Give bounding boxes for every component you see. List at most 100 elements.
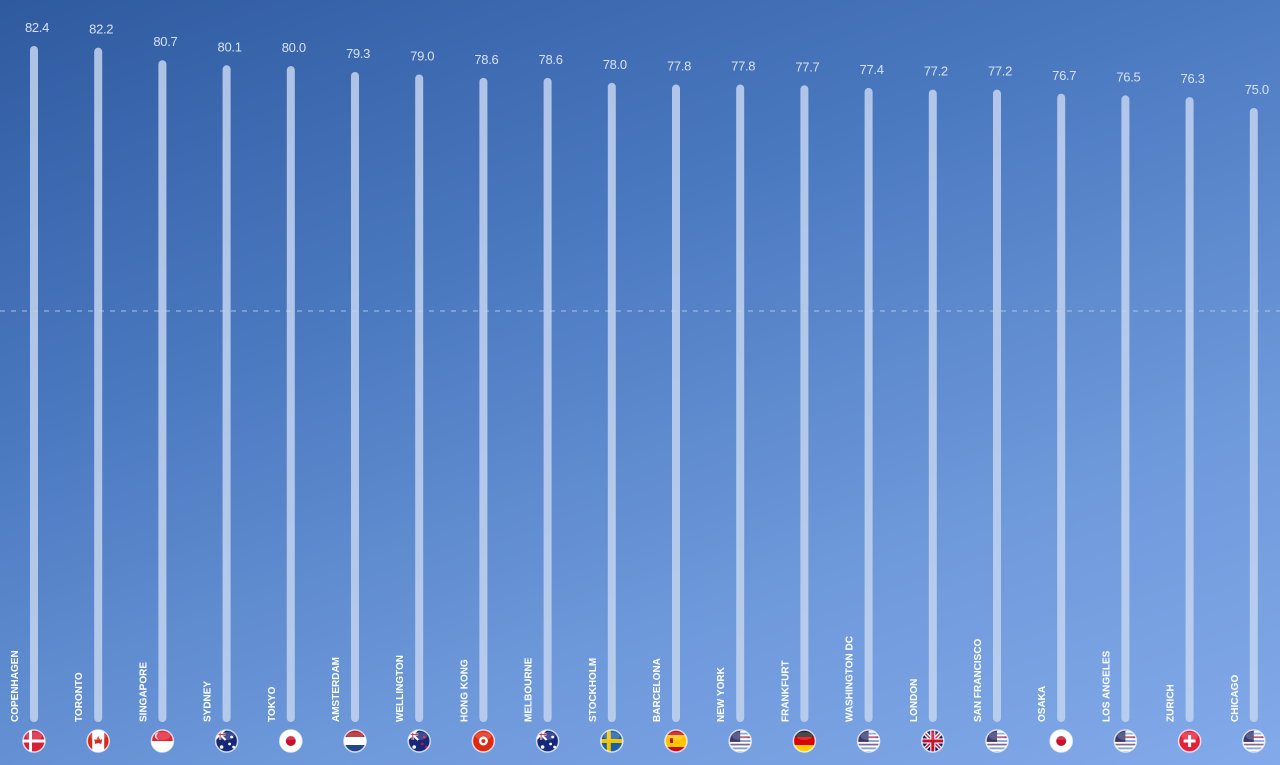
usa-flag-icon — [1113, 729, 1138, 753]
value-label: 77.4 — [860, 62, 884, 77]
value-label: 77.2 — [924, 64, 948, 79]
category-label: TOKYO — [267, 686, 278, 722]
value-label: 77.8 — [731, 59, 755, 74]
bar-group: 76.7 OSAKA — [1037, 68, 1077, 753]
spain-flag-icon — [664, 729, 688, 753]
value-label: 77.7 — [795, 59, 819, 74]
category-label: WELLINGTON — [395, 655, 406, 722]
bar — [607, 82, 616, 722]
hong-kong-flag-icon — [471, 729, 496, 753]
bar — [736, 84, 745, 723]
usa-flag-icon — [728, 729, 752, 753]
bar-group: 80.1 SYDNEY — [203, 39, 242, 753]
singapore-flag-icon — [150, 729, 175, 753]
bar-group: 75.0 CHICAGO — [1230, 82, 1269, 753]
category-label: SYDNEY — [203, 681, 214, 722]
value-label: 79.0 — [410, 48, 434, 63]
japan-flag-icon — [279, 729, 303, 753]
value-label: 77.2 — [988, 64, 1012, 79]
bar-group: 79.0 WELLINGTON — [395, 48, 435, 753]
bar — [1185, 97, 1194, 723]
bar-group: 78.0 STOCKHOLM — [588, 57, 627, 753]
australia-flag-icon — [535, 729, 560, 753]
bar — [1057, 93, 1066, 722]
bar — [30, 46, 38, 722]
category-label: FRANKFURT — [780, 660, 791, 722]
category-label: BARCELONA — [652, 658, 663, 722]
category-label: CHICAGO — [1230, 675, 1241, 722]
category-label: TORONTO — [74, 672, 85, 722]
value-label: 75.0 — [1245, 82, 1269, 97]
category-label: WASHINGTON DC — [845, 636, 856, 722]
category-label: HONG KONG — [459, 659, 470, 722]
bar — [800, 85, 809, 723]
value-label: 79.3 — [346, 46, 370, 61]
bar-group: 82.2 TORONTO — [74, 22, 114, 753]
value-label: 77.8 — [667, 59, 691, 74]
bar-group: 77.2 SAN FRANCISCO — [973, 64, 1012, 753]
bar-group: 80.0 TOKYO — [267, 40, 306, 753]
bar-group: 78.6 MELBOURNE — [524, 52, 563, 753]
category-label: LOS ANGELES — [1101, 650, 1112, 722]
bar — [351, 71, 359, 723]
bar — [222, 65, 231, 723]
value-label: 80.7 — [153, 34, 177, 49]
value-label: 80.1 — [218, 39, 242, 54]
value-label: 76.3 — [1181, 71, 1205, 86]
netherlands-flag-icon — [343, 729, 367, 753]
category-label: AMSTERDAM — [331, 657, 342, 722]
value-label: 80.0 — [282, 40, 306, 55]
category-label: OSAKA — [1037, 686, 1048, 722]
value-label: 76.5 — [1116, 69, 1140, 84]
bar-group: 77.4 WASHINGTON DC — [845, 62, 884, 753]
category-label: SINGAPORE — [138, 662, 149, 722]
bar-group: 80.7 SINGAPORE — [138, 34, 178, 753]
japan-flag-icon — [1049, 729, 1073, 753]
category-label: LONDON — [909, 679, 920, 722]
bar — [928, 89, 937, 722]
bar — [158, 60, 167, 723]
category-label: NEW YORK — [716, 666, 727, 722]
bar — [286, 66, 295, 723]
bar — [1121, 95, 1130, 722]
bar — [1249, 108, 1258, 722]
bar — [672, 84, 680, 723]
bar-group: 77.2 LONDON — [909, 64, 948, 753]
bar — [479, 77, 488, 723]
usa-flag-icon — [856, 729, 881, 753]
bar — [864, 87, 873, 722]
australia-flag-icon — [214, 729, 239, 753]
bar-group: 76.5 LOS ANGELES — [1101, 69, 1141, 753]
denmark-flag-icon — [22, 729, 46, 753]
usa-flag-icon — [985, 729, 1009, 753]
value-label: 78.0 — [603, 57, 627, 72]
value-label: 82.2 — [89, 22, 113, 37]
switzerland-flag-icon — [1177, 729, 1202, 753]
bar-group: 77.8 BARCELONA — [652, 59, 691, 753]
bar — [543, 77, 552, 723]
value-label: 76.7 — [1052, 68, 1076, 83]
usa-flag-icon — [1242, 729, 1266, 753]
bar-group: 77.8 NEW YORK — [716, 59, 756, 753]
bar-group: 77.7 FRANKFURT — [780, 59, 820, 753]
uk-flag-icon — [921, 729, 945, 753]
category-label: MELBOURNE — [524, 657, 535, 722]
value-label: 78.6 — [474, 52, 498, 67]
bar-group: 76.3 ZURICH — [1166, 71, 1205, 753]
bar — [993, 89, 1001, 722]
bar — [415, 74, 424, 722]
canada-flag-icon — [86, 729, 110, 753]
category-label: ZURICH — [1166, 684, 1177, 722]
value-label: 78.6 — [539, 52, 563, 67]
bar — [94, 47, 103, 723]
category-label: SAN FRANCISCO — [973, 638, 984, 722]
germany-flag-icon — [792, 729, 817, 753]
new-zealand-flag-icon — [407, 729, 431, 753]
bar-group: 82.4 COPENHAGEN — [10, 20, 49, 753]
bar-group: 79.3 AMSTERDAM — [331, 46, 370, 753]
sweden-flag-icon — [600, 729, 624, 753]
category-label: COPENHAGEN — [10, 650, 21, 722]
bar-group: 78.6 HONG KONG — [459, 52, 499, 753]
category-label: STOCKHOLM — [588, 658, 599, 722]
